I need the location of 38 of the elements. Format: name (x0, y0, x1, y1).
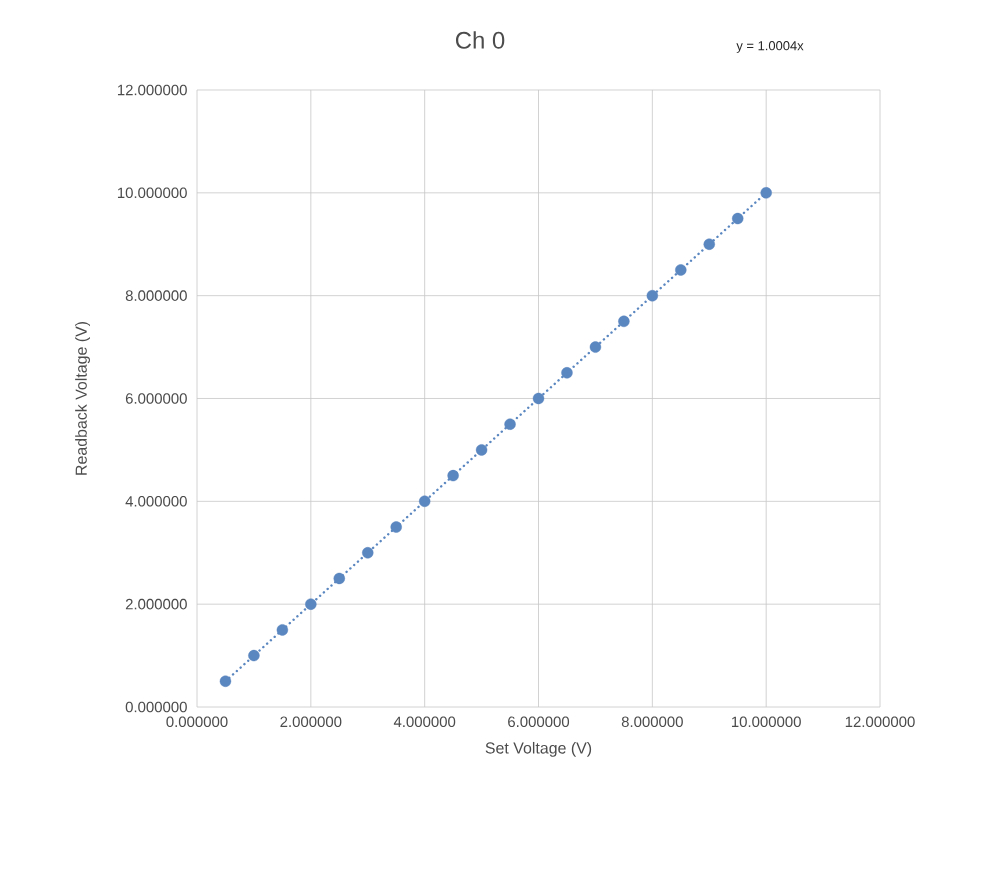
point (675, 264, 687, 276)
point (532, 392, 545, 405)
x-tick-label: 6.000000 (508, 716, 570, 728)
x-tick-label: 10.000000 (731, 716, 801, 728)
x-tick-label: 12.000000 (845, 716, 915, 728)
y-tick-label: 10.000000 (117, 187, 187, 199)
point (248, 649, 260, 662)
point (362, 547, 374, 559)
point (760, 187, 772, 199)
x-tick-label: 8.000000 (621, 716, 683, 728)
point (504, 418, 516, 430)
point (418, 495, 431, 508)
point (305, 598, 317, 610)
point (561, 367, 573, 379)
y-tick-label: 12.000000 (117, 84, 187, 96)
x-axis-title: Set Voltage (V) (485, 741, 592, 757)
y-tick-label: 6.000000 (125, 393, 187, 404)
point (447, 469, 459, 482)
chart-title: Ch 0 (455, 31, 505, 49)
y-tick-label: 4.000000 (125, 496, 187, 507)
point (589, 341, 602, 353)
point (703, 238, 715, 250)
point (646, 289, 659, 302)
point (333, 572, 345, 585)
y-tick-label: 8.000000 (125, 290, 187, 301)
point (618, 315, 630, 328)
point (732, 212, 744, 225)
point (475, 444, 488, 456)
text: y = 1.0004x (736, 41, 804, 53)
point (219, 675, 232, 687)
x-tick-label: 4.000000 (393, 716, 456, 728)
point (276, 624, 289, 636)
y-tick-label: 2.000000 (125, 598, 187, 610)
x-tick-label: 0.000000 (166, 716, 228, 728)
y-axis-title: Readback Voltage (V) (75, 321, 90, 475)
x-tick-label: 2.000000 (280, 716, 342, 728)
y-tick-label: 0.000000 (125, 701, 187, 713)
point (390, 521, 402, 533)
